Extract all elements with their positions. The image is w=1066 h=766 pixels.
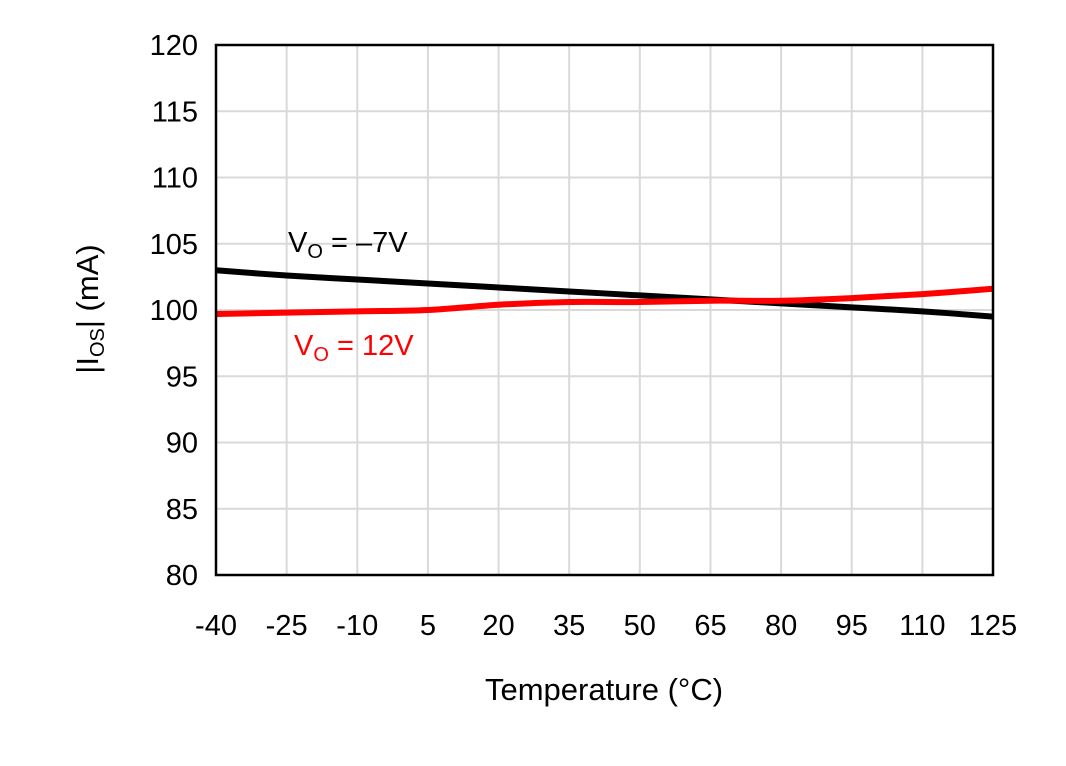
y-tick-label: 105: [150, 229, 198, 261]
y-tick-label: 95: [166, 361, 198, 393]
x-tick-labels: -40 -25 -10 5 20 35 50 65 80 95 110 125: [195, 610, 1017, 642]
x-tick-label: -40: [195, 610, 237, 642]
x-tick-label: 65: [694, 610, 726, 642]
y-axis-title: |IOS| (mA): [70, 244, 109, 373]
x-tick-label: 110: [899, 610, 945, 642]
series-label-vo-12v-v: V: [294, 330, 314, 362]
y-tick-label: 85: [166, 494, 198, 526]
y-tick-label: 120: [150, 30, 198, 62]
series-line-0: [215, 267, 994, 320]
y-tick-label: 115: [152, 96, 198, 128]
y-tick-label: 80: [166, 560, 198, 592]
y-tick-labels: 80 85 90 95 100 105 110 115 120: [150, 30, 198, 592]
y-axis-title-sub: OS: [87, 328, 109, 357]
series-label-vo-12v-sub: O: [313, 344, 329, 366]
x-tick-label: -10: [336, 610, 378, 642]
x-tick-label: 50: [624, 610, 656, 642]
series-label-vo-neg7v-rest: = –7V: [323, 227, 408, 259]
x-tick-label: 35: [553, 610, 585, 642]
y-tick-label: 110: [152, 163, 198, 195]
y-axis-title-unit: | (mA): [70, 244, 105, 328]
x-axis-title: Temperature (°C): [485, 672, 723, 707]
x-tick-label: 5: [420, 610, 436, 642]
series-label-vo-12v-rest: = 12V: [329, 330, 414, 362]
x-tick-label: -25: [266, 610, 308, 642]
y-axis-title-main: |I: [70, 357, 105, 374]
series-line-1: [215, 285, 994, 317]
x-tick-label: 80: [765, 610, 797, 642]
series-label-vo-neg7v-v: V: [288, 227, 308, 259]
series-label-vo-12v: VO = 12V: [294, 330, 414, 366]
y-tick-label: 90: [166, 428, 198, 460]
y-tick-label: 100: [150, 295, 198, 327]
x-tick-label: 20: [482, 610, 514, 642]
x-tick-label: 125: [969, 610, 1017, 642]
series-label-vo-neg7v: VO = –7V: [288, 227, 408, 263]
series-lines: [215, 267, 994, 320]
plot-frame: [214, 43, 995, 577]
series-label-vo-neg7v-sub: O: [307, 241, 323, 263]
x-tick-label: 95: [836, 610, 868, 642]
